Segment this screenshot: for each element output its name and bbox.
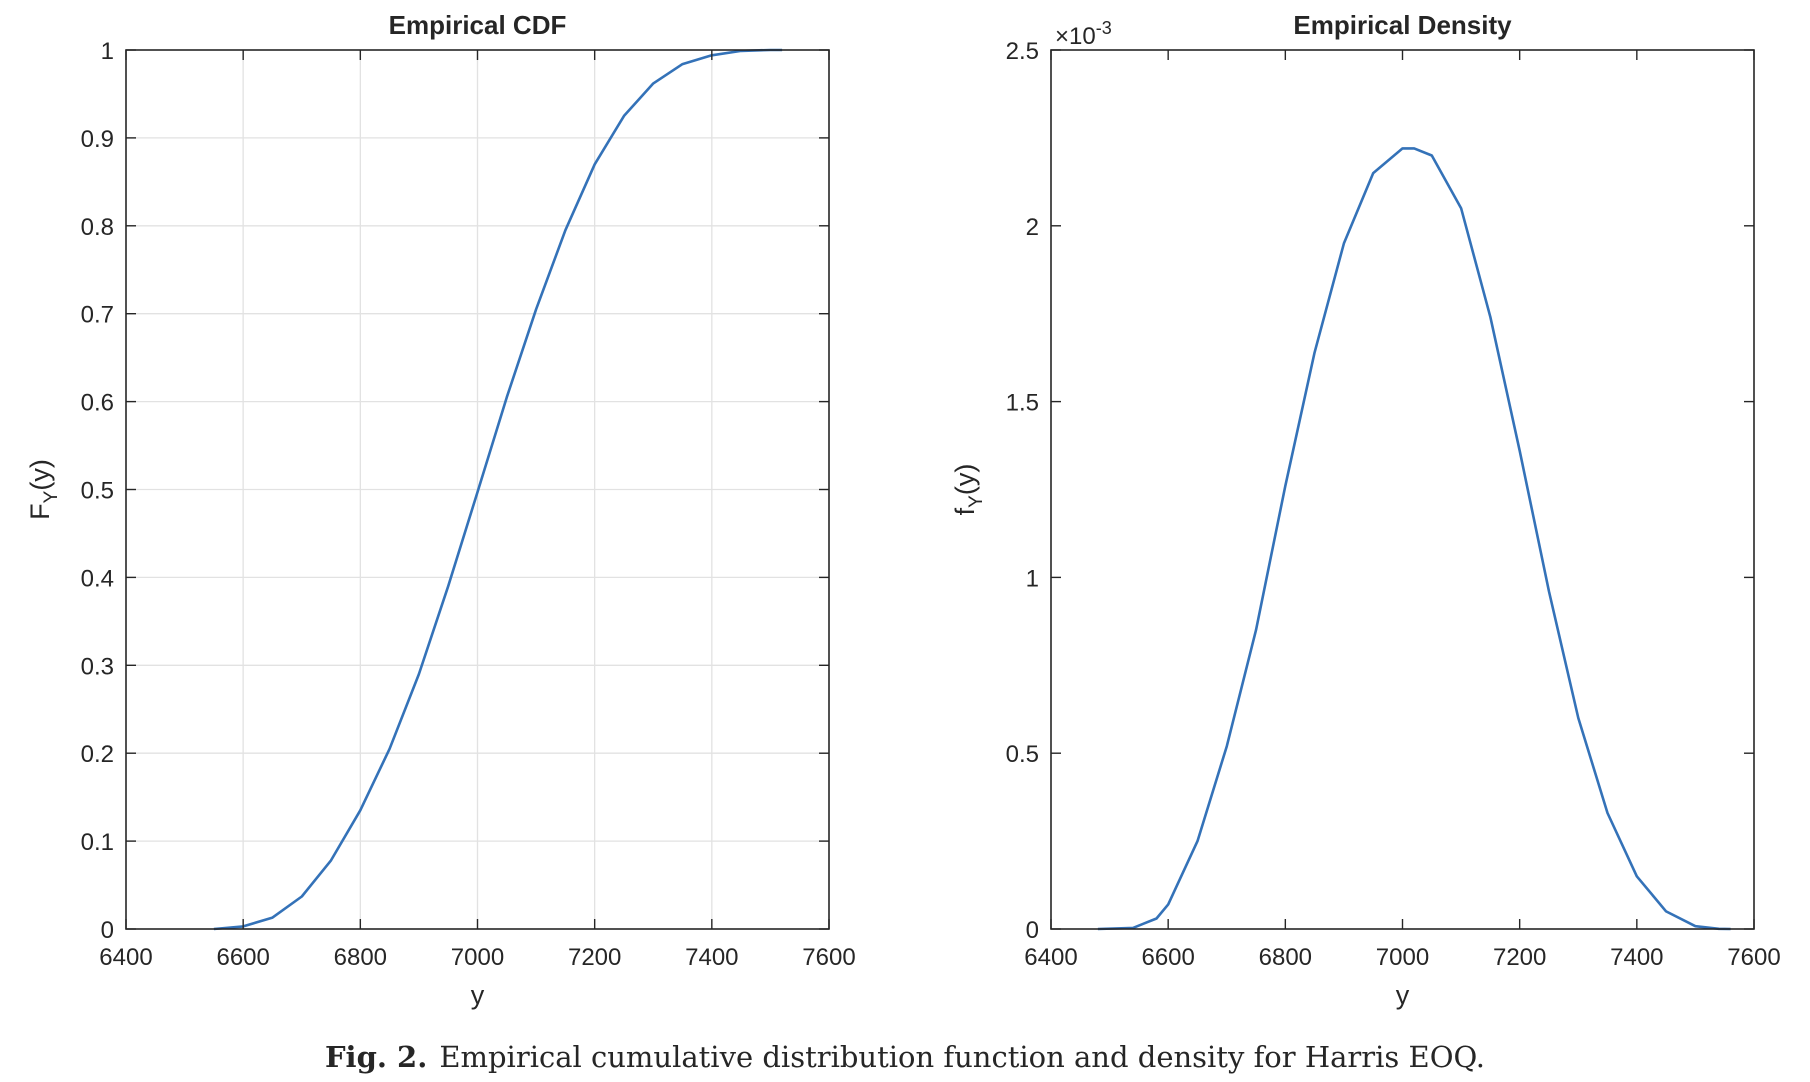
y-tick-label: 0.2 — [81, 741, 114, 768]
y-axis-label-suffix: (y) — [25, 459, 55, 490]
y-tick-label: 0.6 — [81, 390, 114, 417]
x-tick-label: 7400 — [1610, 944, 1663, 971]
y-multiplier-label: ×10-3 — [1055, 18, 1112, 50]
x-tick-label: 6600 — [1141, 944, 1194, 971]
cdf-panel: 6400 6600 6800 7000 7200 7400 7600 0 0.1 0.2 0.3 0.… — [25, 10, 856, 1010]
x-tick-label: 6400 — [99, 944, 152, 971]
y-tick-label: 0.4 — [81, 565, 114, 592]
x-tick-label: 7600 — [802, 944, 855, 971]
series-line — [1097, 147, 1731, 931]
plot-frame — [1050, 49, 1755, 930]
series-line — [213, 48, 783, 931]
y-tick-label: 0.5 — [81, 478, 114, 505]
figure-caption: Fig. 2. Empirical cumulative distribution… — [0, 1040, 1810, 1074]
y-tick-label: 1 — [1026, 565, 1039, 592]
y-axis-label: fY(y) — [950, 464, 987, 516]
y-tick-label: 1.5 — [1006, 390, 1039, 417]
y-multiplier-exponent: -3 — [1096, 18, 1112, 38]
x-tick-label: 7000 — [1376, 944, 1429, 971]
y-tick-label: 0.1 — [81, 829, 114, 856]
x-tick-label: 7000 — [451, 944, 504, 971]
x-axis-label: y — [1396, 980, 1410, 1010]
y-tick-label: 2.5 — [1006, 38, 1039, 65]
density-panel: 6400 6600 6800 7000 7200 7400 7600 0 0.5 1 1.5 2 2.5… — [950, 10, 1781, 1010]
x-tick-label: 7400 — [685, 944, 738, 971]
y-tick-label: 2 — [1026, 214, 1039, 241]
y-tick-label: 1 — [101, 38, 114, 65]
y-axis-label-subscript: Y — [966, 495, 987, 508]
x-tick-label: 6800 — [334, 944, 387, 971]
x-axis-label: y — [471, 980, 485, 1010]
figure: 6400 6600 6800 7000 7200 7400 7600 0 0.1 0.2 0.3 0.… — [25, 10, 1781, 1010]
y-tick-label: 0.3 — [81, 653, 114, 680]
y-tick-label: 0 — [101, 917, 114, 944]
y-axis-label-suffix: (y) — [950, 464, 980, 495]
x-tick-label: 7200 — [568, 944, 621, 971]
x-tick-label: 7600 — [1727, 944, 1780, 971]
x-tick-label: 6800 — [1259, 944, 1312, 971]
caption-label: Fig. 2. — [324, 1040, 428, 1074]
y-axis-label-subscript: Y — [41, 490, 62, 503]
y-axis-label: FY(y) — [25, 459, 62, 520]
y-tick-label: 0.7 — [81, 302, 114, 329]
x-tick-label: 6400 — [1024, 944, 1077, 971]
y-tick-label: 0 — [1026, 917, 1039, 944]
x-tick-label: 6600 — [216, 944, 269, 971]
y-tick-label: 0.9 — [81, 126, 114, 153]
x-tick-label: 7200 — [1493, 944, 1546, 971]
caption-text: Empirical cumulative distribution functi… — [439, 1040, 1486, 1074]
y-tick-label: 0.8 — [81, 214, 114, 241]
chart-title: Empirical Density — [1293, 10, 1512, 40]
y-tick-label: 0.5 — [1006, 741, 1039, 768]
chart-title: Empirical CDF — [389, 10, 567, 40]
